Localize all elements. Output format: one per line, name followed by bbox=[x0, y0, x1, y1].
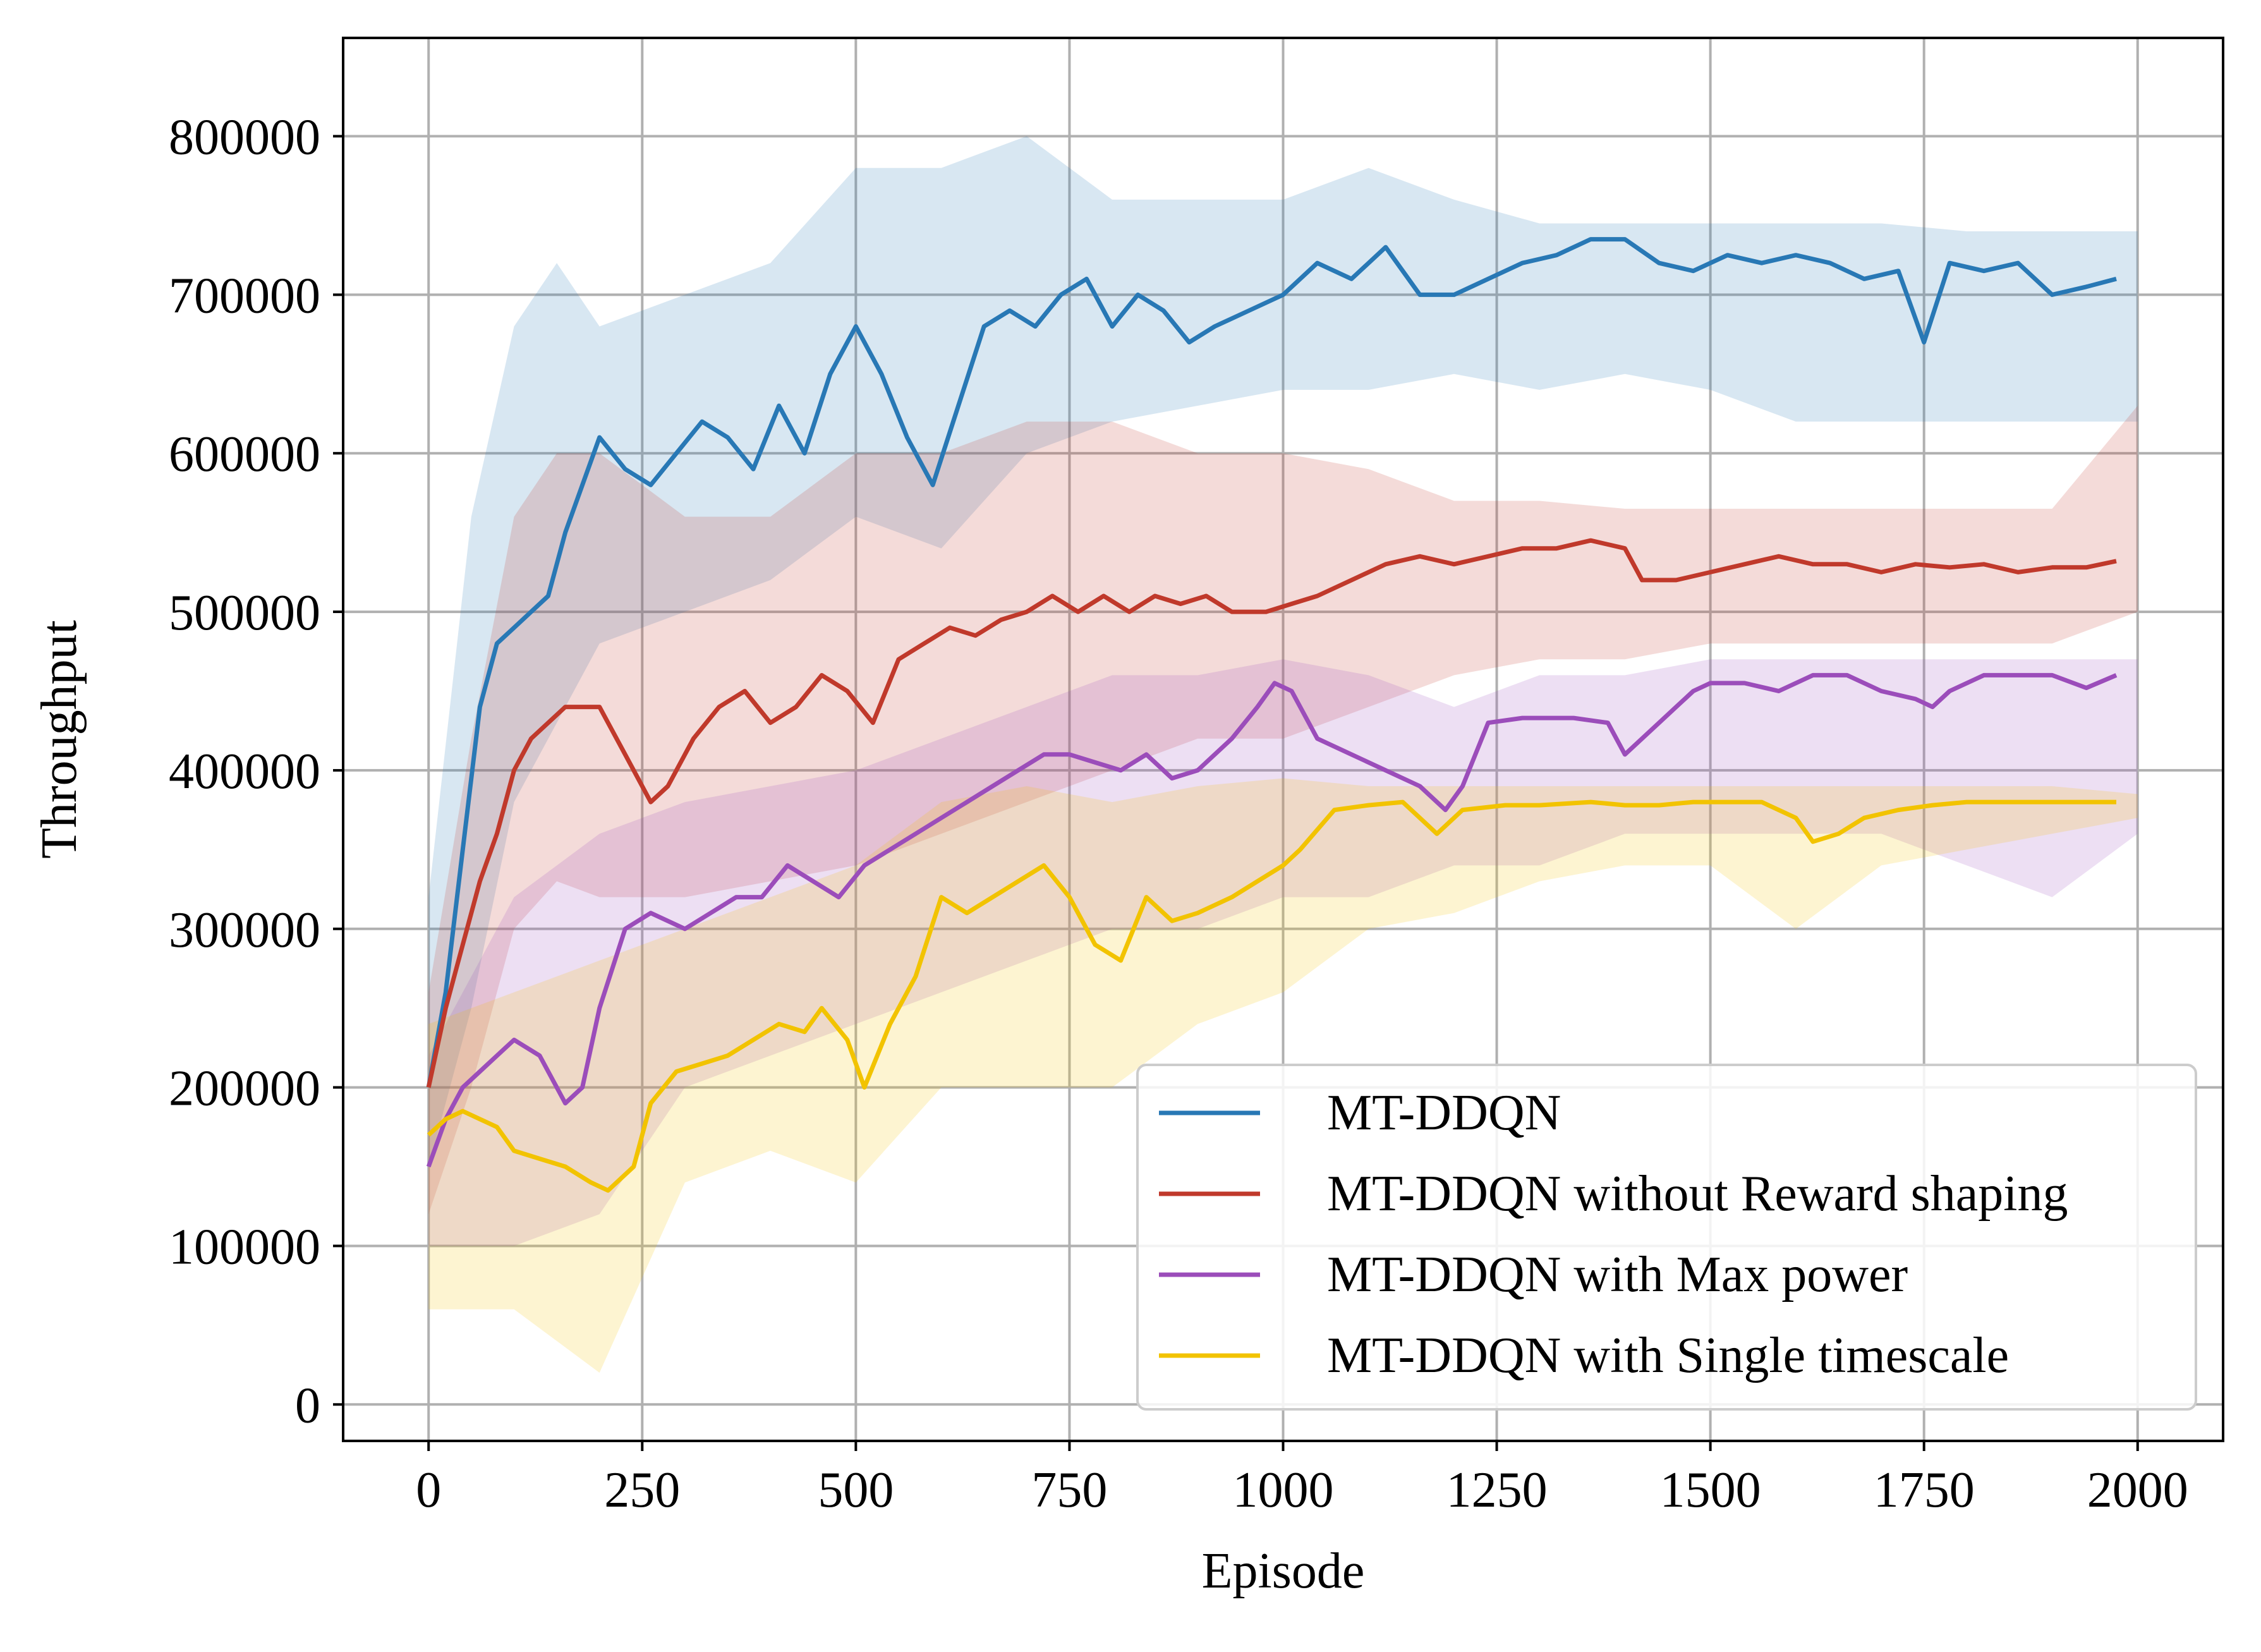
x-tick-label: 750 bbox=[1031, 1462, 1107, 1518]
y-tick-label: 300000 bbox=[169, 902, 320, 958]
series-line bbox=[427, 799, 2116, 1193]
raw-band bbox=[428, 136, 2138, 1167]
y-tick-label: 600000 bbox=[169, 427, 320, 482]
y-tick-label: 400000 bbox=[169, 744, 320, 799]
series-line bbox=[426, 237, 2117, 1088]
x-tick-label: 250 bbox=[604, 1462, 680, 1518]
y-tick-label: 100000 bbox=[169, 1219, 320, 1275]
series-line-layer bbox=[426, 237, 2118, 1193]
y-tick-label: 200000 bbox=[169, 1061, 320, 1117]
y-tick-label: 0 bbox=[295, 1378, 320, 1433]
y-axis-label: Throughput bbox=[32, 620, 87, 859]
series-line bbox=[426, 672, 2118, 1168]
x-tick-label: 1750 bbox=[1874, 1462, 1975, 1518]
y-tick-label: 800000 bbox=[169, 110, 320, 166]
legend-box bbox=[1136, 1064, 2197, 1411]
legend: MT-DDQN MT-DDQN without Reward shaping MT-… bbox=[1136, 1064, 2197, 1411]
legend-label: MT-DDQN without Reward shaping bbox=[1327, 1166, 2068, 1222]
x-tick-label: 1000 bbox=[1233, 1462, 1334, 1518]
legend-label: MT-DDQN with Single timescale bbox=[1327, 1328, 2009, 1383]
legend-label: MT-DDQN with Max power bbox=[1327, 1247, 1908, 1303]
x-tick-label: 0 bbox=[416, 1462, 441, 1518]
x-tick-label: 1250 bbox=[1446, 1462, 1548, 1518]
y-tick-label: 500000 bbox=[169, 585, 320, 641]
legend-label: MT-DDQN bbox=[1327, 1085, 1561, 1141]
x-tick-label: 500 bbox=[818, 1462, 894, 1518]
x-tick-label: 1500 bbox=[1660, 1462, 1761, 1518]
raw-band bbox=[428, 778, 2138, 1373]
raw-band bbox=[428, 406, 2138, 1215]
raw-band bbox=[428, 659, 2138, 1246]
x-tick-label: 2000 bbox=[2087, 1462, 2188, 1518]
raw-band-layer bbox=[428, 136, 2138, 1373]
x-axis-label: Episode bbox=[1202, 1543, 1365, 1599]
y-tick-label: 700000 bbox=[169, 268, 320, 324]
tick-layer: 0 250 500 750 1000 1250 1500 1750 2000 0 100000 200… bbox=[169, 110, 2188, 1518]
series-line bbox=[426, 538, 2117, 1088]
